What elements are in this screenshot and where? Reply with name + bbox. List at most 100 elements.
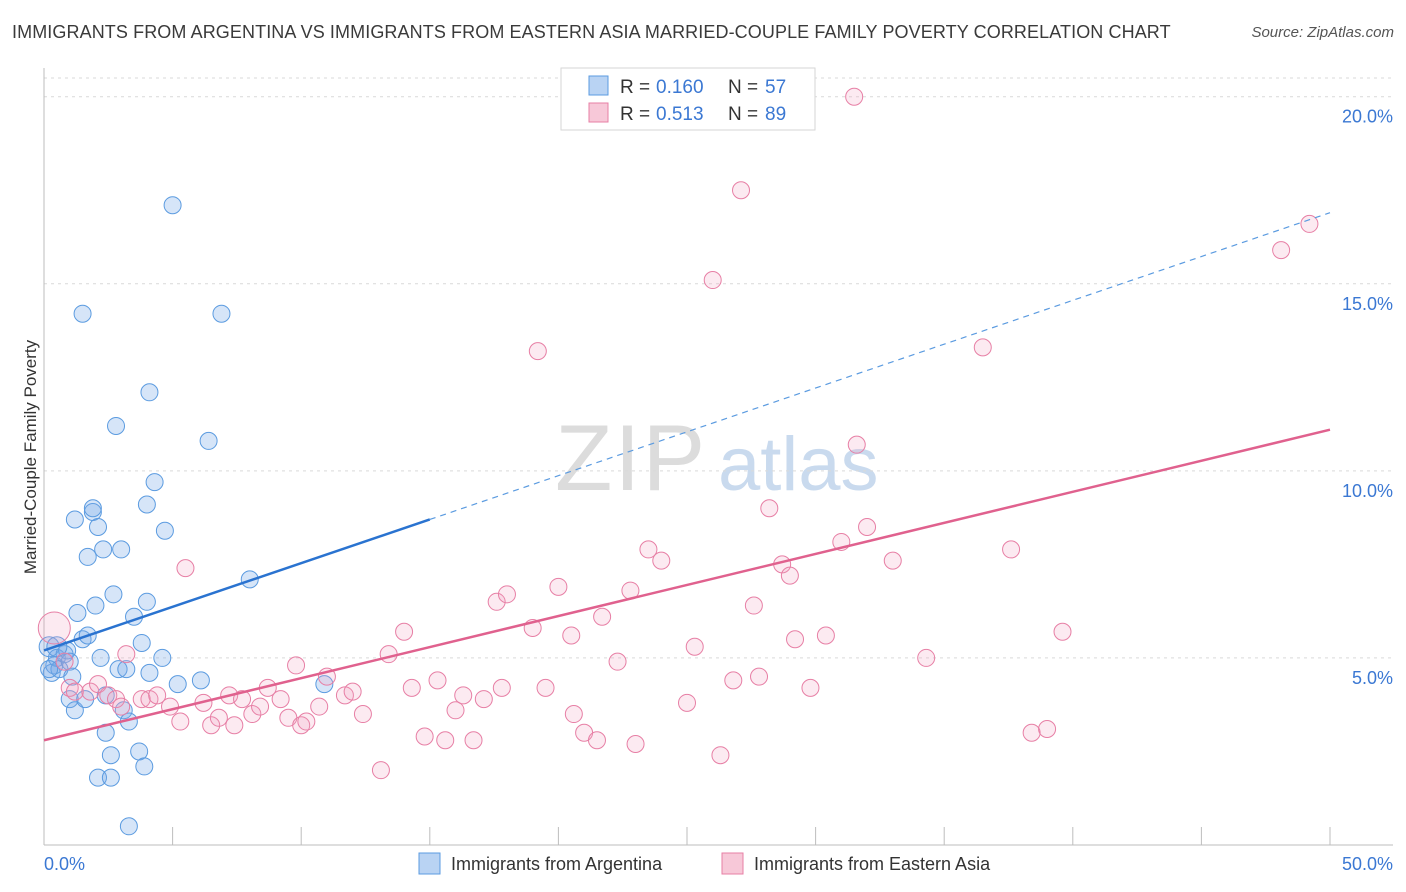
point-argentina xyxy=(155,521,174,540)
point-eastern-asia xyxy=(536,678,555,697)
point-argentina xyxy=(168,675,187,694)
series-argentina-points xyxy=(38,196,334,836)
point-eastern-asia xyxy=(750,667,769,686)
point-eastern-asia xyxy=(711,746,730,765)
bottom-legend-label-argentina: Immigrants from Argentina xyxy=(451,854,663,874)
point-eastern-asia xyxy=(786,630,805,649)
point-argentina xyxy=(137,592,156,611)
x-tick-label-max: 50.0% xyxy=(1342,854,1393,874)
point-eastern-asia xyxy=(703,271,722,290)
legend-swatch-argentina xyxy=(588,75,609,96)
legend-r-label-eastern-asia: R = xyxy=(620,104,650,125)
point-eastern-asia xyxy=(353,705,372,724)
point-eastern-asia xyxy=(37,611,71,645)
point-argentina xyxy=(191,671,210,690)
point-argentina xyxy=(130,742,149,761)
point-eastern-asia xyxy=(487,592,506,611)
point-eastern-asia xyxy=(760,499,779,518)
point-eastern-asia xyxy=(202,716,221,735)
point-eastern-asia xyxy=(176,559,195,578)
series-eastern-asia-points xyxy=(37,87,1319,780)
point-eastern-asia xyxy=(1002,540,1021,559)
legend-n-label-argentina: N = xyxy=(728,77,758,98)
point-argentina xyxy=(86,596,105,615)
point-eastern-asia xyxy=(415,727,434,746)
point-eastern-asia xyxy=(973,338,992,357)
point-argentina xyxy=(73,304,92,323)
y-tick-labels: 5.0% 10.0% 15.0% 20.0% xyxy=(1342,107,1393,688)
gridlines xyxy=(44,77,1393,659)
point-eastern-asia xyxy=(724,671,743,690)
trend-line-argentina xyxy=(43,518,431,652)
point-eastern-asia xyxy=(395,622,414,641)
point-argentina xyxy=(91,648,110,667)
point-argentina xyxy=(65,510,84,529)
watermark-zip: ZIP xyxy=(555,405,707,510)
point-argentina xyxy=(112,540,131,559)
point-eastern-asia xyxy=(1038,720,1057,739)
point-eastern-asia xyxy=(652,551,671,570)
point-eastern-asia xyxy=(801,678,820,697)
point-eastern-asia xyxy=(1053,622,1072,641)
point-eastern-asia xyxy=(233,690,252,709)
point-eastern-asia xyxy=(343,682,362,701)
point-argentina xyxy=(107,416,126,435)
x-tick-label-min: 0.0% xyxy=(44,854,85,874)
chart-title: IMMIGRANTS FROM ARGENTINA VS IMMIGRANTS … xyxy=(12,22,1171,42)
point-eastern-asia xyxy=(744,596,763,615)
correlation-legend: R = 0.160 N = 57 R = 0.513 N = 89 xyxy=(560,67,816,131)
point-argentina xyxy=(68,604,87,623)
point-eastern-asia xyxy=(271,690,290,709)
point-argentina xyxy=(78,547,97,566)
point-argentina xyxy=(199,431,218,450)
point-eastern-asia xyxy=(402,678,421,697)
point-argentina xyxy=(60,652,79,671)
point-eastern-asia xyxy=(297,712,316,731)
point-argentina xyxy=(65,701,84,720)
point-eastern-asia xyxy=(847,435,866,454)
point-argentina xyxy=(163,196,182,215)
point-eastern-asia xyxy=(310,697,329,716)
point-eastern-asia xyxy=(816,626,835,645)
legend-n-value-eastern-asia: 89 xyxy=(765,104,786,125)
point-eastern-asia xyxy=(639,540,658,559)
legend-r-value-argentina: 0.160 xyxy=(656,77,704,98)
point-eastern-asia xyxy=(549,577,568,596)
point-eastern-asia xyxy=(1300,214,1319,233)
bottom-legend-label-eastern-asia: Immigrants from Eastern Asia xyxy=(754,854,991,874)
point-argentina xyxy=(137,495,156,514)
point-eastern-asia xyxy=(112,697,131,716)
series-legend: Immigrants from Argentina Immigrants fro… xyxy=(418,852,991,875)
y-tick-label: 15.0% xyxy=(1342,294,1393,314)
point-argentina xyxy=(109,660,128,679)
legend-n-value-argentina: 57 xyxy=(765,77,786,98)
legend-r-label-argentina: R = xyxy=(620,77,650,98)
point-eastern-asia xyxy=(528,342,547,361)
point-eastern-asia xyxy=(845,87,864,106)
point-eastern-asia xyxy=(379,645,398,664)
point-eastern-asia xyxy=(1272,241,1291,260)
y-axis-label: Married-Couple Family Poverty xyxy=(21,339,40,574)
watermark-atlas: atlas xyxy=(718,422,879,507)
point-eastern-asia xyxy=(454,686,473,705)
point-eastern-asia xyxy=(780,566,799,585)
point-argentina xyxy=(63,667,82,686)
point-eastern-asia xyxy=(564,705,583,724)
point-argentina xyxy=(153,648,172,667)
point-argentina xyxy=(140,663,159,682)
trend-lines xyxy=(43,212,1331,742)
point-eastern-asia xyxy=(587,731,606,750)
point-argentina xyxy=(94,540,113,559)
point-eastern-asia xyxy=(225,716,244,735)
point-argentina xyxy=(104,585,123,604)
point-argentina xyxy=(132,633,151,652)
trend-line-argentina-extension xyxy=(429,212,1331,521)
point-eastern-asia xyxy=(371,761,390,780)
point-argentina xyxy=(89,517,108,536)
legend-n-label-eastern-asia: N = xyxy=(728,104,758,125)
y-tick-label: 10.0% xyxy=(1342,481,1393,501)
point-eastern-asia xyxy=(117,645,136,664)
point-eastern-asia xyxy=(89,675,108,694)
point-eastern-asia xyxy=(685,637,704,656)
point-argentina xyxy=(145,473,164,492)
